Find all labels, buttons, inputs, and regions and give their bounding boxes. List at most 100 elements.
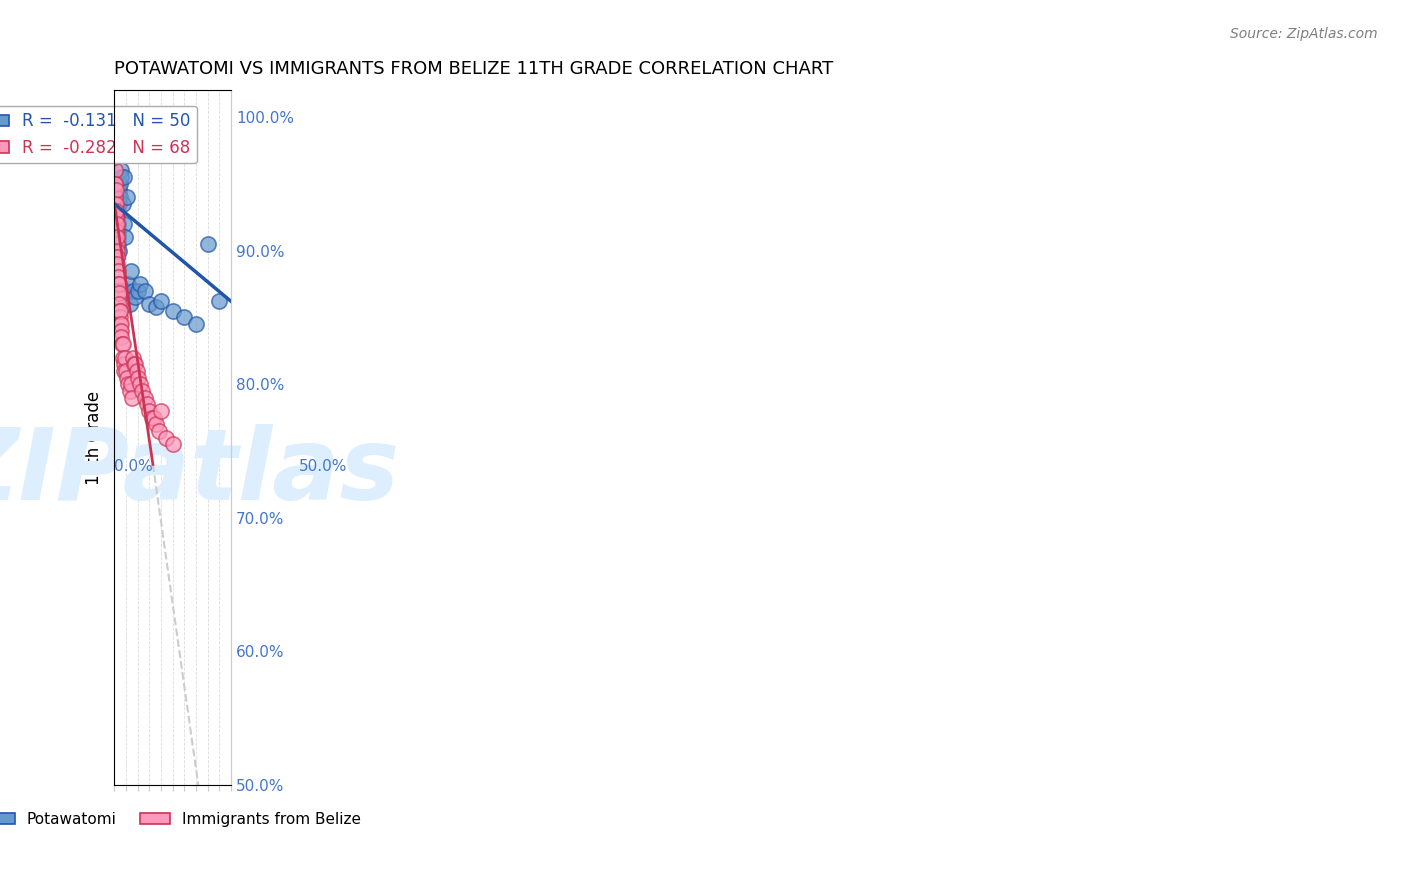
Point <box>118 297 141 311</box>
Point <box>148 424 170 438</box>
Point <box>107 257 129 271</box>
Point <box>121 391 143 405</box>
Point <box>110 177 132 191</box>
Point <box>115 284 138 298</box>
Point <box>127 284 149 298</box>
Point <box>107 290 129 304</box>
Point <box>127 370 149 384</box>
Point <box>104 197 127 211</box>
Text: 0.0%: 0.0% <box>114 458 153 474</box>
Point <box>110 324 132 338</box>
Text: Source: ZipAtlas.com: Source: ZipAtlas.com <box>1230 27 1378 41</box>
Point <box>104 197 127 211</box>
Point <box>105 214 128 228</box>
Point <box>115 364 138 378</box>
Point <box>104 163 127 178</box>
Point <box>112 351 135 365</box>
Y-axis label: 11th Grade: 11th Grade <box>86 391 103 484</box>
Point <box>105 206 128 220</box>
Point <box>124 290 146 304</box>
Point <box>107 244 129 258</box>
Text: ZIPatlas: ZIPatlas <box>0 424 399 521</box>
Point <box>107 284 129 298</box>
Point <box>110 170 132 185</box>
Point <box>114 351 136 365</box>
Point <box>108 277 131 291</box>
Point <box>150 294 173 309</box>
Point <box>118 384 141 398</box>
Point <box>107 223 129 237</box>
Point <box>150 404 173 418</box>
Point <box>110 317 132 331</box>
Point <box>104 177 127 191</box>
Point <box>105 230 128 244</box>
Point <box>108 297 131 311</box>
Point <box>115 370 138 384</box>
Point <box>108 197 131 211</box>
Point <box>129 377 152 392</box>
Point <box>162 437 184 451</box>
Point <box>112 357 135 371</box>
Point <box>107 270 129 285</box>
Point <box>110 163 132 178</box>
Point <box>122 357 145 371</box>
Point <box>114 230 136 244</box>
Point <box>138 297 160 311</box>
Point <box>108 303 131 318</box>
Point <box>173 310 195 325</box>
Point <box>107 230 129 244</box>
Point <box>111 197 134 211</box>
Point <box>145 300 167 314</box>
Point <box>110 330 132 344</box>
Point <box>104 217 127 231</box>
Point <box>107 227 129 242</box>
Point <box>104 211 127 225</box>
Point <box>111 337 134 351</box>
Point <box>105 230 128 244</box>
Point <box>184 317 207 331</box>
Point <box>129 277 152 291</box>
Point <box>136 397 159 411</box>
Point <box>124 357 146 371</box>
Point <box>104 177 127 191</box>
Point <box>104 197 127 211</box>
Point <box>105 211 128 225</box>
Point <box>122 351 145 365</box>
Point <box>105 223 128 237</box>
Point <box>112 284 135 298</box>
Point <box>134 284 156 298</box>
Point <box>104 184 127 198</box>
Text: 50.0%: 50.0% <box>299 458 347 474</box>
Point <box>104 190 127 204</box>
Point <box>108 190 131 204</box>
Point <box>117 277 139 291</box>
Point <box>107 217 129 231</box>
Point <box>104 203 127 218</box>
Point <box>112 364 135 378</box>
Point <box>162 303 184 318</box>
Point <box>105 203 128 218</box>
Point <box>108 310 131 325</box>
Point <box>120 263 142 277</box>
Point <box>105 250 128 264</box>
Point <box>112 217 135 231</box>
Point <box>108 184 131 198</box>
Point <box>105 217 128 231</box>
Point <box>141 410 163 425</box>
Point <box>104 203 127 218</box>
Point <box>253 764 276 779</box>
Point <box>108 286 131 301</box>
Point <box>117 377 139 392</box>
Point <box>105 236 128 251</box>
Point <box>105 250 128 264</box>
Point <box>143 410 166 425</box>
Point <box>104 217 127 231</box>
Point <box>105 211 128 225</box>
Point <box>208 294 231 309</box>
Point <box>105 244 128 258</box>
Point <box>105 230 128 244</box>
Point <box>104 184 127 198</box>
Point <box>110 324 132 338</box>
Point <box>105 203 128 218</box>
Point <box>105 219 128 234</box>
